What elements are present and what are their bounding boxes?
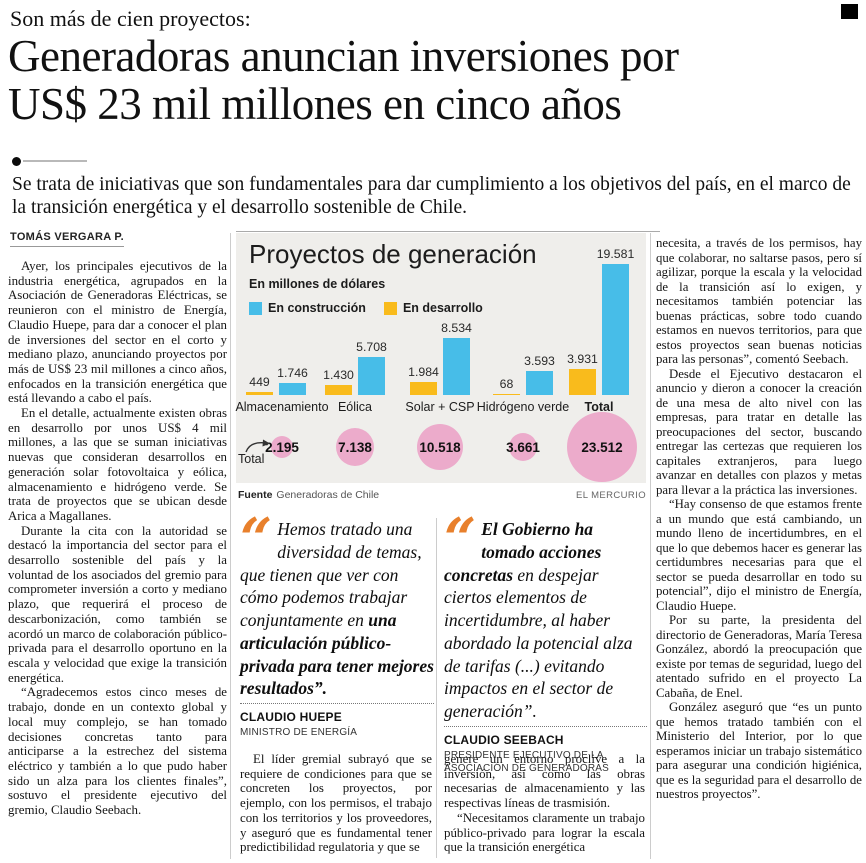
paragraph: González aseguró que “es un punto que he… (656, 700, 862, 801)
total-bubble-label: 3.661 (506, 440, 540, 455)
bar-value-label: 1.984 (408, 365, 439, 379)
paragraph: “Necesitamos claramente un trabajo públi… (444, 810, 645, 855)
quote-mark-icon (240, 518, 272, 560)
quote-attribution-name: CLAUDIO HUEPE (240, 710, 342, 724)
bullet-divider-dot (12, 157, 21, 166)
dotted-rule (444, 725, 647, 727)
category-label: Solar + CSP (405, 400, 475, 414)
headline-line-1: Generadoras anuncian inversiones por (8, 31, 679, 81)
bar-en-construcción (358, 357, 385, 395)
chart-source: Fuente Generadoras de Chile (238, 489, 379, 501)
chart-legend: En construcción En desarrollo (249, 301, 483, 315)
paragraph: En el detalle, actualmente existen obras… (8, 406, 227, 523)
pull-quote-seebach: El Gobierno ha tomado acciones concretas… (444, 518, 647, 775)
bar-value-label: 1.430 (323, 368, 354, 382)
total-bubble (509, 433, 537, 461)
chart-source-label: Fuente (238, 489, 273, 501)
quote-segment: Hemos tratado una diversidad de temas, q… (240, 519, 422, 630)
bar-en-construcción (443, 338, 470, 395)
chart-source-text: Generadoras de Chile (276, 489, 380, 501)
paragraph: Durante la cita con la autoridad se dest… (8, 523, 227, 685)
total-bubble (417, 424, 463, 470)
bar-value-label: 3.593 (524, 354, 555, 368)
bar-en-construcción (279, 383, 306, 395)
paragraph: Desde el Ejecutivo destacaron el anuncio… (656, 366, 862, 497)
chart-top-rule (236, 231, 660, 232)
paragraph: “Agradecemos estos cinco meses de trabaj… (8, 685, 227, 818)
article-column-3: genere un entorno proclive a la inversió… (444, 752, 645, 855)
quote-text: El Gobierno ha tomado acciones concretas… (444, 518, 647, 723)
column-divider (230, 233, 231, 859)
paragraph: Por su parte, la presidenta del director… (656, 613, 863, 700)
bar-value-label: 5.708 (356, 340, 387, 354)
total-bubble (336, 428, 374, 466)
quote-segment-bold: El Gobierno ha tomado acciones concretas (444, 519, 602, 585)
bar-en-construcción (602, 264, 629, 395)
legend-item: En desarrollo (383, 301, 483, 315)
category-label: Almacenamiento (235, 400, 329, 414)
bar-en-desarrollo (493, 394, 520, 395)
headline-line-2: US$ 23 mil millones en cinco años (8, 79, 622, 130)
bar-en-construcción (526, 371, 553, 395)
page-corner-marker (841, 4, 858, 19)
pull-quote-huepe: Hemos tratado una diversidad de temas, q… (240, 518, 434, 739)
paragraph: “Hay consenso de que estamos frente a un… (656, 497, 862, 613)
paragraph: Ayer, los principales ejecutivos de la i… (8, 259, 227, 406)
quote-attribution-role: PRESIDENTE EJECUTIVO DE LA ASOCIACIÓN DE… (444, 749, 610, 774)
legend-swatch-icon (383, 301, 397, 315)
legend-swatch-icon (249, 301, 262, 315)
total-bubble-label: 2.195 (265, 440, 299, 455)
quote-segment-bold: una articulación público-privada para te… (240, 610, 434, 699)
total-arrow-icon (245, 439, 270, 453)
bar-en-desarrollo (325, 385, 352, 395)
quote-text: Hemos tratado una diversidad de temas, q… (240, 518, 434, 700)
total-annotation-label: Total (238, 452, 265, 466)
article-column-4: necesita, a través de los permisos, hay … (656, 236, 862, 860)
paragraph: necesita, a través de los permisos, hay … (656, 236, 862, 366)
bar-value-label: 8.534 (441, 321, 472, 335)
category-label: Hidrógeno verde (476, 400, 570, 414)
chart-panel: Proyectos de generación En millones de d… (235, 233, 646, 483)
article-column-2: El líder gremial subrayó que se requiere… (240, 752, 432, 855)
bar-en-desarrollo (246, 392, 273, 395)
paragraph: El líder gremial subrayó que se requiere… (240, 752, 432, 855)
total-bubble-label: 23.512 (581, 440, 623, 455)
paragraph: genere un entorno proclive a la inversió… (444, 752, 645, 811)
dotted-rule (240, 703, 434, 704)
column-divider (436, 518, 437, 858)
legend-label: En desarrollo (402, 301, 483, 315)
quote-segment: en despejar ciertos elementos de incerti… (444, 564, 633, 722)
legend-label: En construcción (268, 301, 366, 315)
bar-value-label: 1.746 (277, 366, 308, 380)
chart-subtitle: En millones de dólares (249, 277, 386, 291)
headline: Generadoras anuncian inversiones por US$… (8, 32, 864, 128)
bar-value-label: 68 (499, 377, 514, 391)
category-label: Total (584, 400, 614, 414)
bar-value-label: 19.581 (596, 247, 635, 261)
subheadline: Se trata de iniciativas que son fundamen… (12, 174, 851, 219)
article-column-1: Ayer, los principales ejecutivos de la i… (8, 259, 227, 859)
bar-en-desarrollo (410, 382, 437, 395)
bullet-divider-line (23, 160, 87, 162)
chart-title: Proyectos de generación (249, 239, 537, 269)
bar-value-label: 449 (249, 375, 270, 389)
bar-en-desarrollo (569, 369, 596, 395)
quote-attribution-name: CLAUDIO SEEBACH (444, 732, 564, 747)
bar-value-label: 3.931 (567, 352, 598, 366)
total-bubble-label: 7.138 (338, 440, 372, 455)
byline: TOMÁS VERGARA P. (10, 231, 125, 247)
kicker: Son más de cien proyectos: (10, 6, 251, 31)
total-bubble (567, 412, 637, 482)
quote-attribution-role: MINISTRO DE ENERGÍA (240, 727, 358, 738)
total-bubble-label: 10.518 (419, 440, 461, 455)
legend-item: En construcción (249, 301, 366, 315)
quote-mark-icon (444, 518, 476, 560)
generation-projects-chart: Proyectos de generación En millones de d… (235, 231, 660, 507)
total-bubble (271, 436, 293, 458)
category-label: Eólica (337, 400, 373, 414)
column-divider (650, 233, 651, 859)
chart-credit: EL MERCURIO (575, 490, 646, 501)
